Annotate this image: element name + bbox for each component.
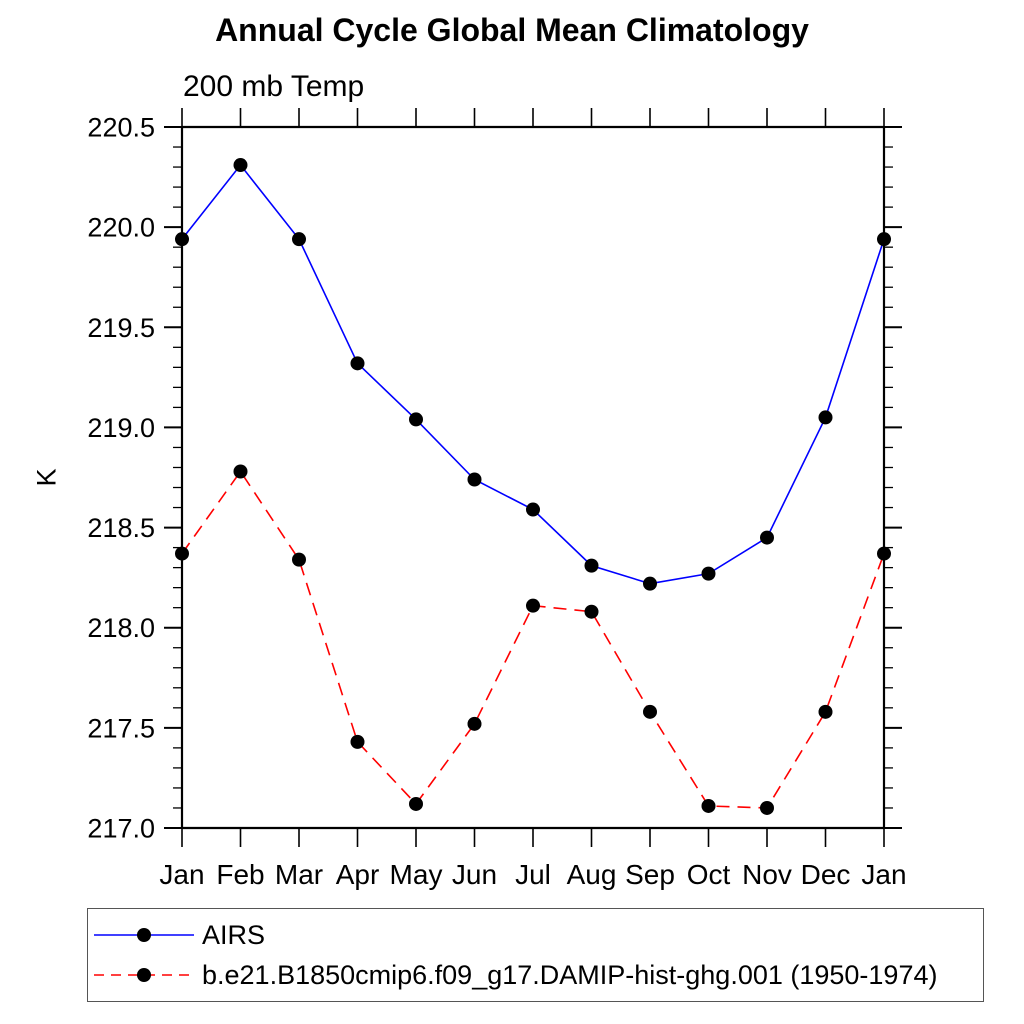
x-tick-label: Feb bbox=[216, 859, 264, 890]
legend-label-airs: AIRS bbox=[202, 919, 266, 950]
legend-item-airs: AIRS bbox=[91, 915, 983, 955]
data-point bbox=[877, 232, 891, 247]
data-point bbox=[818, 410, 833, 425]
chart-subtitle: 200 mb Temp bbox=[183, 70, 365, 103]
data-point bbox=[701, 566, 716, 581]
x-tick-label: Mar bbox=[275, 859, 323, 890]
y-tick-label: 217.5 bbox=[87, 713, 155, 743]
series-line-1 bbox=[181, 470, 885, 809]
data-point bbox=[292, 552, 306, 567]
x-tick-label: Jun bbox=[452, 859, 497, 890]
y-tick-label: 219.0 bbox=[87, 413, 155, 443]
data-point bbox=[818, 704, 833, 719]
data-point bbox=[760, 800, 774, 815]
legend-label-model: b.e21.B1850cmip6.f09_g17.DAMIP-hist-ghg.… bbox=[202, 959, 938, 990]
data-point bbox=[175, 546, 189, 561]
data-point bbox=[701, 798, 716, 813]
legend-line-marker-icon bbox=[94, 968, 194, 982]
data-point bbox=[467, 716, 482, 731]
x-tick-label: Nov bbox=[742, 859, 792, 890]
chart-title: Annual Cycle Global Mean Climatology bbox=[215, 12, 809, 48]
data-point bbox=[526, 598, 540, 613]
legend-box: AIRS b.e21.B1850cmip6.f09_g17.DAMIP-hist… bbox=[87, 908, 984, 1002]
data-point bbox=[350, 734, 365, 749]
data-point bbox=[584, 558, 599, 573]
y-tick-label: 218.5 bbox=[87, 513, 155, 543]
series-line-0 bbox=[181, 163, 885, 585]
x-tick-label: Dec bbox=[801, 859, 851, 890]
x-tick-label: Apr bbox=[336, 859, 380, 890]
y-tick-label: 217.0 bbox=[87, 814, 155, 844]
data-point bbox=[526, 502, 540, 517]
x-tick-label: Jan bbox=[861, 859, 906, 890]
data-point bbox=[760, 530, 774, 545]
x-tick-label: Sep bbox=[625, 859, 675, 890]
data-point bbox=[233, 158, 248, 173]
x-tick-label: Oct bbox=[687, 859, 731, 890]
legend-item-model: b.e21.B1850cmip6.f09_g17.DAMIP-hist-ghg.… bbox=[91, 955, 983, 995]
data-point bbox=[584, 604, 599, 619]
y-tick-label: 220.0 bbox=[87, 213, 155, 243]
data-point bbox=[643, 704, 657, 719]
x-tick-label: Jan bbox=[159, 859, 204, 890]
data-point bbox=[175, 232, 189, 247]
data-point bbox=[877, 546, 891, 561]
data-point bbox=[350, 356, 365, 371]
data-point bbox=[467, 472, 482, 487]
x-tick-label: Aug bbox=[567, 859, 617, 890]
y-tick-label: 218.0 bbox=[87, 613, 155, 643]
x-tick-label: Jul bbox=[515, 859, 551, 890]
data-point bbox=[233, 464, 248, 479]
legend-line-marker-icon bbox=[94, 928, 194, 942]
y-tick-label: 220.5 bbox=[87, 113, 155, 143]
data-point bbox=[643, 576, 657, 591]
x-tick-label: May bbox=[390, 859, 443, 890]
data-point bbox=[409, 412, 423, 427]
y-tick-label: 219.5 bbox=[87, 313, 155, 343]
data-point bbox=[409, 796, 423, 811]
data-point bbox=[292, 232, 306, 247]
